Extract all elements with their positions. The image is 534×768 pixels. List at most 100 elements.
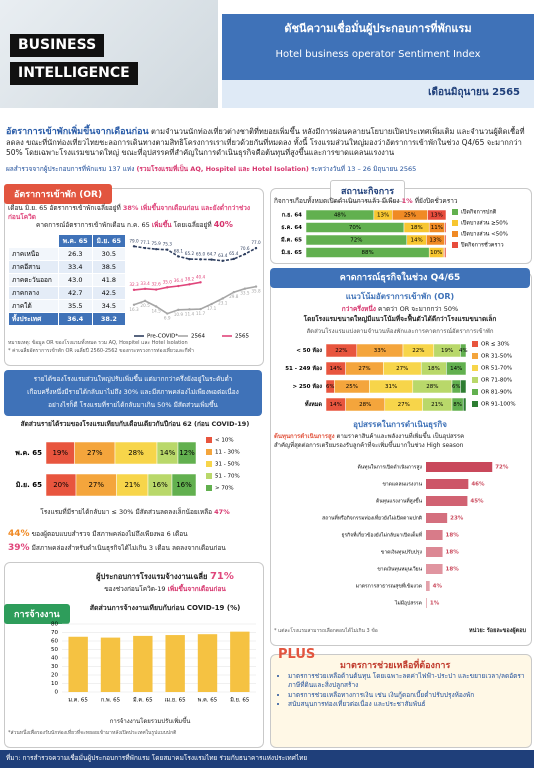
data-label: 29.8 [229, 294, 239, 299]
table-cell: 42.5 [91, 286, 127, 300]
data-label: 27% [398, 402, 410, 408]
point [143, 287, 147, 291]
data-label: 38.2 [185, 276, 195, 281]
y-tick-label: 20 [51, 673, 58, 679]
table-cell: 34.5 [91, 299, 127, 313]
legend-label: 31 - 50% [215, 462, 240, 468]
data-label: 6.9 [164, 316, 171, 321]
text: 38% เพิ่มขึ้นจากเดือนก่อน และยังต่ำกว่าช… [8, 204, 251, 221]
legend-label: Pre-COVID* [147, 334, 178, 340]
point [221, 259, 224, 263]
data-label: 14.5 [152, 308, 162, 313]
point [199, 307, 202, 311]
table-cell: ภาคอีสาน [8, 260, 59, 274]
point [132, 303, 136, 306]
data-label: 16% [176, 481, 192, 489]
text: อย่างไรก็ดี โรงแรมที่รายได้กลับมาเกิน 50… [48, 401, 218, 409]
note: * ค่าเฉลี่ยอัตราการเข้าพัก OR เฉลี่ยปี 2… [8, 348, 194, 354]
legend-swatch [472, 377, 478, 383]
text: ที่ยังปิดชั่วคราว [414, 197, 458, 205]
y-tick-label: 10 [51, 681, 58, 687]
survey-text: ระหว่างวันที่ 13 – 26 มิถุนายน 2565 [310, 165, 417, 173]
table-header: พ.ค. 65 [57, 234, 93, 248]
text: โดยโรงแรมขนาดใหญ่มีแนวโน้มที่จะฟื้นตัวได… [303, 315, 497, 323]
legend-swatch [452, 231, 458, 237]
point [177, 308, 180, 312]
category-label: มาตรการสาธารณสุขที่เข้มงวด [356, 583, 422, 590]
category-label: ขาดเงินทุนปรับปรุง [381, 549, 423, 556]
text: กว่าครึ่งหนึ่ง [341, 305, 376, 313]
data-label: 25% [346, 384, 358, 390]
legend-swatch [472, 365, 478, 371]
data-label: 64.7 [207, 252, 217, 257]
text: 47% [214, 508, 230, 516]
data-label: 65.4 [229, 251, 239, 256]
x-tick-label: ก.พ. 65 [101, 698, 121, 704]
table-cell: 43.0 [57, 273, 93, 287]
data-label: 1% [430, 601, 440, 607]
data-label: 14% [160, 449, 176, 457]
data-label: 16.3 [129, 307, 139, 312]
text: ของช่วงก่อนโควิด-19 เพิ่มขึ้นจากเดือนก่อ… [70, 585, 260, 594]
data-label: 10% [430, 250, 442, 256]
data-label: 13% [377, 213, 389, 219]
month: เดือนมิถุนายน 2565 [428, 87, 520, 98]
category-label: มิ.ย. 65 [281, 249, 302, 256]
list-item: สนับสนุนการท่องเที่ยวต่อเนื่อง และประชาส… [288, 700, 534, 709]
bar [426, 496, 468, 506]
category-label: ธุรกิจที่เกี่ยวข้องยังไม่กลับมาเปิดเต็มท… [341, 531, 422, 539]
bar [133, 635, 153, 692]
data-label: 18% [410, 225, 422, 231]
data-label: 72% [350, 238, 362, 244]
data-label: 11.4 [185, 311, 195, 316]
bar [426, 462, 493, 472]
data-label: 65.2 [185, 251, 195, 256]
legend-label: 51 - 70% [215, 474, 240, 480]
legend-label: < 10% [215, 438, 234, 444]
bar [100, 637, 121, 692]
bar-segment [444, 234, 447, 246]
bar [426, 598, 427, 608]
data-label: 77.1 [140, 240, 150, 245]
table-cell: 42.7 [57, 286, 93, 300]
bar-segment [444, 247, 447, 258]
data-label: 18% [446, 533, 460, 539]
category-label: ต้นทุนในการเปิดดำเนินการสูง [357, 464, 422, 471]
section-heading: สถานะกิจการ [330, 180, 406, 202]
legend-label: OR 71-80% [481, 378, 512, 384]
legend-swatch [206, 473, 212, 479]
data-label: 32.3 [129, 282, 139, 287]
section-tag: การจ้างงาน [4, 604, 70, 624]
point [166, 286, 169, 289]
bar [68, 636, 88, 692]
obstacles-chart: ต้นทุนในการเปิดดำเนินการสูง 72% ขาดแคลนแรง… [322, 462, 509, 608]
data-label: 88% [361, 250, 373, 256]
point [210, 302, 213, 306]
legend-label: OR 51-70% [481, 366, 512, 372]
point [199, 281, 202, 284]
chart-title: สัดส่วนรายได้รวมของโรงแรมเทียบกับเดือนเด… [20, 420, 250, 428]
bar-segment [177, 441, 197, 465]
bar [426, 513, 448, 523]
data-label: 46% [471, 482, 485, 488]
text: กิจการเกือบทั้งหมดเปิดดำเนินการแล้ว มีเพ… [274, 197, 528, 206]
data-label: 14% [330, 366, 342, 372]
data-label: 17.1 [207, 306, 217, 311]
legend-swatch [206, 437, 212, 443]
section-heading: คาดการณ์ธุรกิจในช่วง Q4/65 [339, 273, 461, 283]
text: เพิ่มขึ้นจากเดือนก่อน [167, 585, 226, 593]
text: โดยเฉลี่ยอยู่ที่ [173, 221, 212, 229]
text: รายได้ของโรงแรมส่วนใหญ่ปรับเพิ่มขึ้น แต่… [33, 375, 233, 383]
text: 44% ของผู้ตอบแบบสำรวจ มีสภาพคล่องไม่ถึงเ… [8, 528, 262, 540]
bar [165, 635, 185, 692]
text: คาดว่า OR จะมากกว่า 50% [378, 305, 459, 313]
legend-swatch [206, 485, 212, 491]
legend-label: 11 - 30% [215, 450, 240, 456]
status-chart: ก.ย. 64 48% 13% 25% 13% ธ.ค. 64 70% 18% 11% มี.ค.… [281, 209, 508, 258]
bar [197, 634, 218, 692]
data-label: 4% [459, 348, 468, 354]
bar [230, 631, 250, 692]
survey-text: ผลสำรวจจากผู้ประกอบการที่พักแรม 137 แห่ง [6, 165, 135, 173]
legend-swatch [452, 242, 458, 248]
bar-segment [462, 397, 467, 412]
